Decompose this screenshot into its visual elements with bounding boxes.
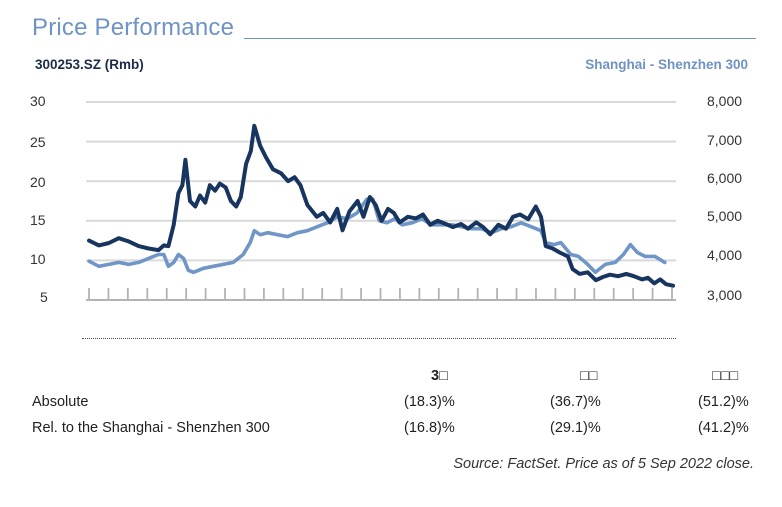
perf-col-header: 3□ (431, 368, 448, 384)
perf-cell: (51.2)% (698, 394, 749, 410)
y-right-tick-label: 4,000 (707, 247, 743, 263)
y-left-tick-label: 20 (30, 174, 46, 190)
x-axis (86, 288, 676, 301)
perf-row-label: Rel. to the Shanghai - Shenzhen 300 (32, 420, 270, 436)
y-right-tick-label: 8,000 (707, 93, 743, 109)
y-left-tick-label: 5 (40, 289, 48, 305)
perf-row-label: Absolute (32, 394, 89, 410)
price-chart (86, 101, 676, 301)
stock-price-line (87, 123, 675, 288)
y-left-tick-label: 25 (30, 134, 46, 150)
page-title: Price Performance (32, 14, 235, 41)
perf-cell: (18.3)% (404, 394, 455, 410)
y-right-tick-label: 5,000 (707, 208, 743, 224)
title-underline (244, 38, 756, 39)
ticker-axis-label: 300253.SZ (Rmb) (35, 57, 144, 72)
separator-dotted (82, 338, 676, 339)
perf-cell: (36.7)% (550, 394, 601, 410)
y-left-tick-label: 15 (30, 212, 46, 228)
perf-col-header: □□ (580, 368, 598, 384)
perf-cell: (41.2)% (698, 420, 749, 436)
perf-cell: (16.8)% (404, 420, 455, 436)
index-axis-label: Shanghai - Shenzhen 300 (585, 57, 748, 72)
perf-col-header: □□□ (712, 368, 739, 384)
gridlines (86, 101, 676, 262)
series-group (87, 123, 675, 288)
y-right-tick-label: 3,000 (707, 287, 743, 303)
perf-cell: (29.1)% (550, 420, 601, 436)
y-right-tick-label: 6,000 (707, 170, 743, 186)
y-left-tick-label: 10 (30, 251, 46, 267)
source-note: Source: FactSet. Price as of 5 Sep 2022 … (453, 456, 754, 472)
y-left-tick-label: 30 (30, 93, 46, 109)
y-right-tick-label: 7,000 (707, 132, 743, 148)
